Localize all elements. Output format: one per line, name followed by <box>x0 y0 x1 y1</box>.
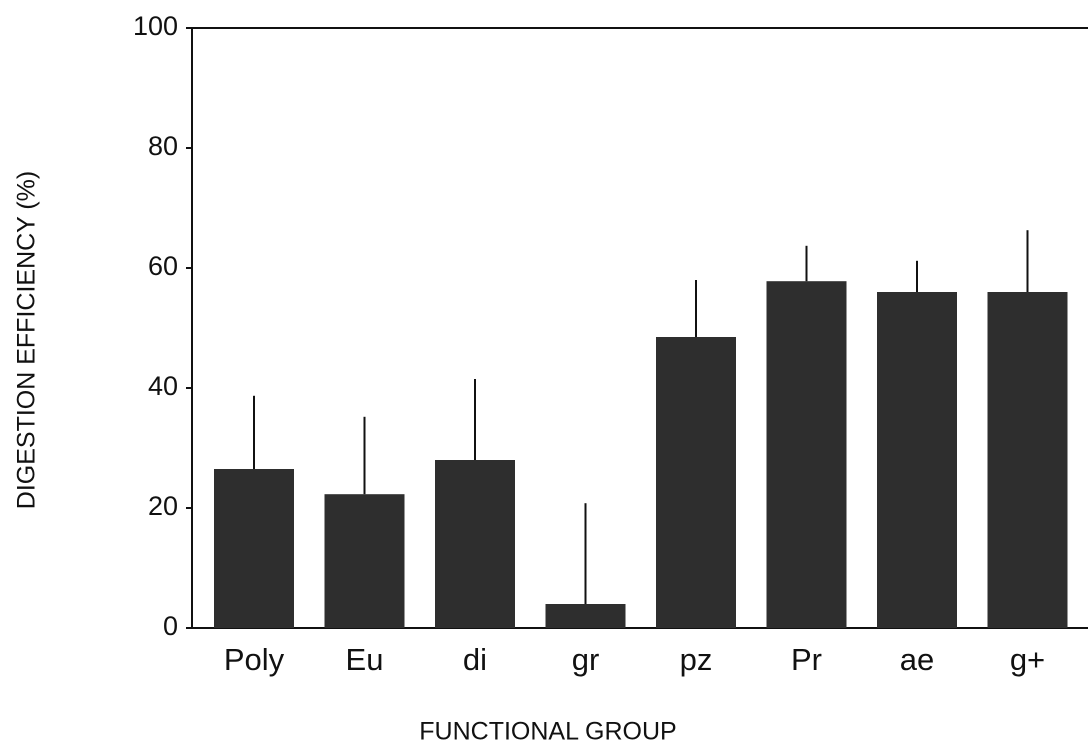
x-tick-label: Pr <box>791 642 822 677</box>
x-tick-label: gr <box>572 642 600 677</box>
y-tick-label: 0 <box>163 611 178 641</box>
bar <box>766 281 847 628</box>
bar <box>324 494 405 628</box>
bar <box>877 292 957 628</box>
x-tick-label: Poly <box>224 642 285 677</box>
bar <box>656 337 736 628</box>
x-tick-label: g+ <box>1010 642 1045 677</box>
y-tick-label: 60 <box>148 251 178 281</box>
x-tick-label: pz <box>680 642 713 677</box>
bar <box>987 292 1068 628</box>
x-tick-label: Eu <box>346 642 384 677</box>
bar <box>214 469 294 628</box>
y-tick-label: 20 <box>148 491 178 521</box>
y-axis-title: DIGESTION EFFICIENCY (%) <box>13 171 41 509</box>
x-axis-title: FUNCTIONAL GROUP <box>419 718 676 746</box>
y-tick-label: 80 <box>148 131 178 161</box>
y-tick-label: 40 <box>148 371 178 401</box>
bar <box>545 604 626 628</box>
x-tick-label: di <box>463 642 487 677</box>
y-tick-label: 100 <box>133 11 178 41</box>
x-tick-label: ae <box>900 642 934 677</box>
bar <box>435 460 515 628</box>
